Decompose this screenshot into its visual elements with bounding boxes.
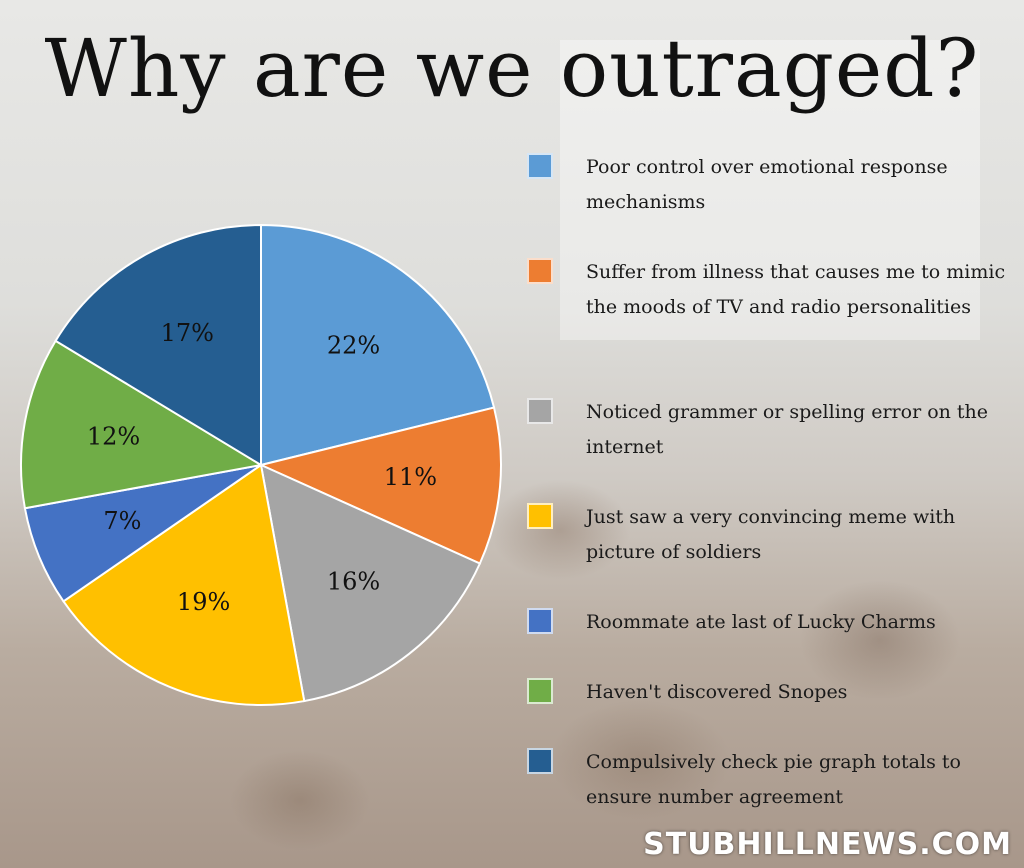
legend-label: Suffer from illness that causes me to mi… — [586, 261, 1006, 318]
pie-slice — [54, 223, 262, 467]
legend-label: Haven't discovered Snopes — [586, 681, 848, 703]
page-title: Why are we outraged? — [44, 22, 980, 115]
chart-legend: Poor control over emotional response mec… — [527, 150, 1024, 830]
pie-slice — [260, 223, 496, 467]
legend-swatch — [527, 503, 553, 529]
site-watermark: STUBHILLNEWS.COM — [643, 827, 1012, 862]
pie-slice — [259, 463, 482, 703]
legend-label: Just saw a very convincing meme with pic… — [586, 506, 956, 563]
legend-swatch — [527, 748, 553, 774]
legend-label: Noticed grammer or spelling error on the… — [586, 401, 989, 458]
slice-label: 19% — [177, 588, 230, 616]
slice-label: 16% — [327, 568, 380, 596]
legend-swatch — [527, 608, 553, 634]
legend-label: Compulsively check pie graph totals to e… — [586, 751, 961, 808]
pie-slice — [20, 339, 264, 510]
legend-swatch — [527, 258, 553, 284]
background-building — [560, 40, 980, 340]
slice-label: 12% — [87, 423, 140, 451]
slice-label: 7% — [103, 507, 141, 535]
slice-label: 22% — [327, 331, 380, 359]
legend-swatch — [527, 678, 553, 704]
legend-swatch — [527, 398, 553, 424]
legend-swatch — [527, 153, 553, 179]
pie-slice — [257, 406, 502, 565]
legend-label: Poor control over emotional response mec… — [586, 156, 948, 213]
pie-slice — [62, 463, 306, 706]
legend-label: Roommate ate last of Lucky Charms — [586, 611, 936, 633]
slice-label: 17% — [161, 319, 214, 347]
slice-label: 11% — [384, 463, 437, 491]
